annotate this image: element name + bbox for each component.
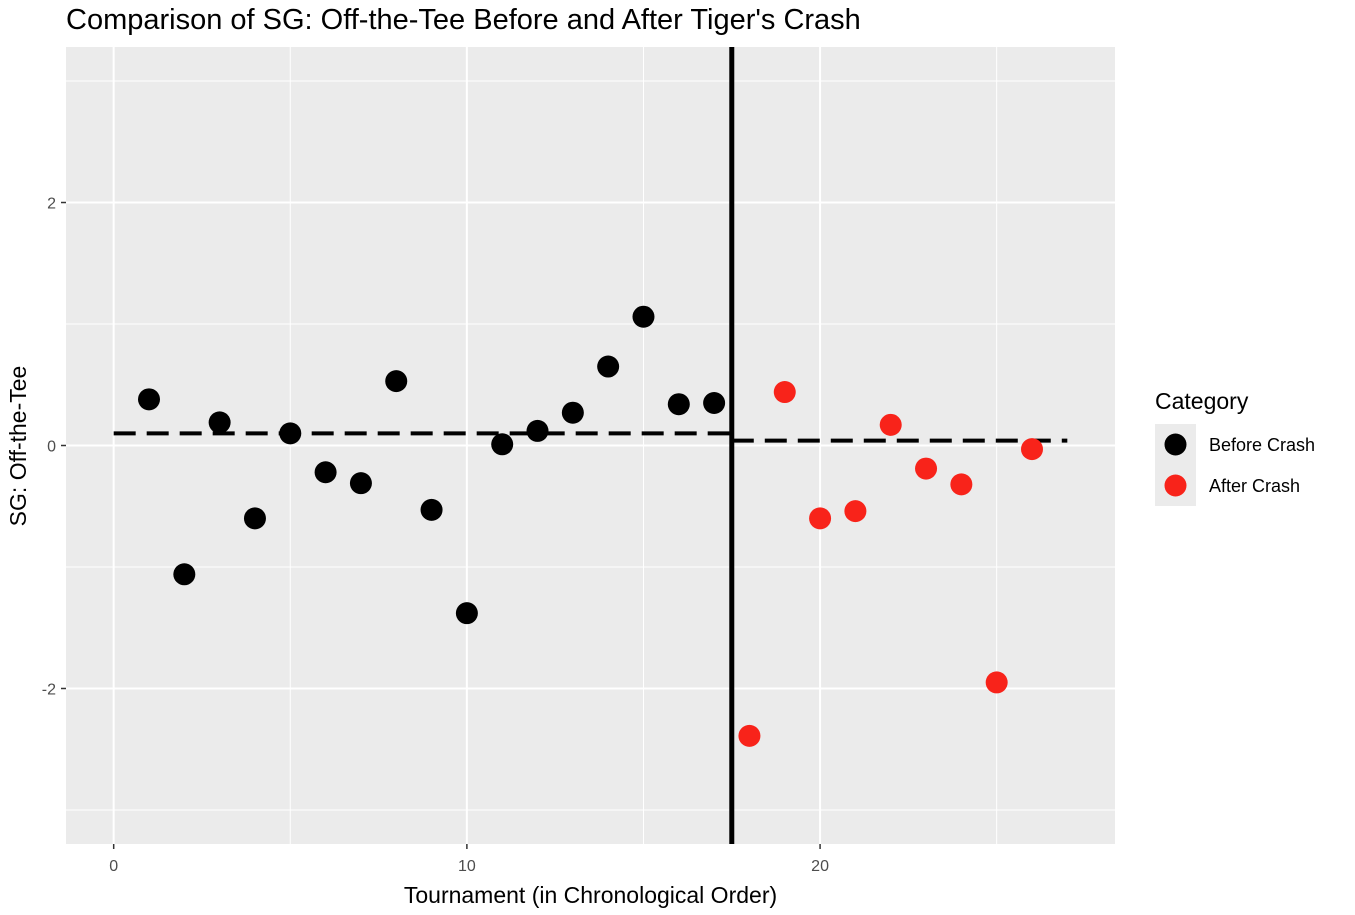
data-point-after-crash [915, 457, 938, 480]
legend-marker [1164, 433, 1187, 456]
data-point-after-crash [738, 724, 761, 747]
data-point-before-crash [455, 602, 478, 625]
y-tick-label: 2 [47, 196, 56, 213]
data-point-before-crash [208, 411, 231, 434]
data-point-before-crash [279, 422, 302, 445]
data-point-before-crash [138, 388, 161, 411]
data-point-before-crash [632, 305, 655, 328]
data-point-before-crash [314, 461, 337, 484]
data-point-before-crash [667, 393, 690, 416]
data-point-after-crash [809, 507, 832, 530]
y-tick-label: -2 [42, 681, 56, 698]
data-point-before-crash [349, 472, 372, 495]
legend-title: Category [1155, 388, 1249, 414]
x-axis-title: Tournament (in Chronological Order) [404, 882, 777, 908]
data-point-after-crash [1020, 438, 1043, 461]
legend-label: After Crash [1209, 476, 1300, 496]
data-point-before-crash [173, 563, 196, 586]
y-axis: -2 0 2 [42, 196, 66, 698]
grid-major [66, 47, 1115, 844]
data-point-after-crash [773, 381, 796, 404]
chart-title: Comparison of SG: Off-the-Tee Before and… [66, 4, 861, 36]
data-point-after-crash [844, 500, 867, 523]
y-axis-title: SG: Off-the-Tee [5, 366, 31, 527]
x-axis: 0 10 20 [109, 844, 829, 875]
data-point-before-crash [703, 391, 726, 414]
reference-lines [113, 47, 1068, 844]
x-tick-label: 0 [109, 858, 118, 875]
legend-label: Before Crash [1209, 435, 1315, 455]
data-point-before-crash [243, 507, 266, 530]
data-point-before-crash [491, 433, 514, 456]
data-point-before-crash [420, 498, 443, 521]
data-point-after-crash [879, 413, 902, 436]
x-tick-label: 10 [458, 858, 476, 875]
data-point-after-crash [950, 473, 973, 496]
legend: Category Before Crash After Crash [1155, 388, 1315, 506]
data-point-after-crash [985, 671, 1008, 694]
data-point-before-crash [597, 355, 620, 378]
data-point-before-crash [561, 401, 584, 424]
data-points [138, 305, 1043, 747]
data-point-before-crash [526, 419, 549, 442]
data-point-before-crash [385, 370, 408, 393]
legend-marker [1164, 474, 1187, 497]
y-tick-label: 0 [47, 439, 56, 456]
x-tick-label: 20 [811, 858, 829, 875]
